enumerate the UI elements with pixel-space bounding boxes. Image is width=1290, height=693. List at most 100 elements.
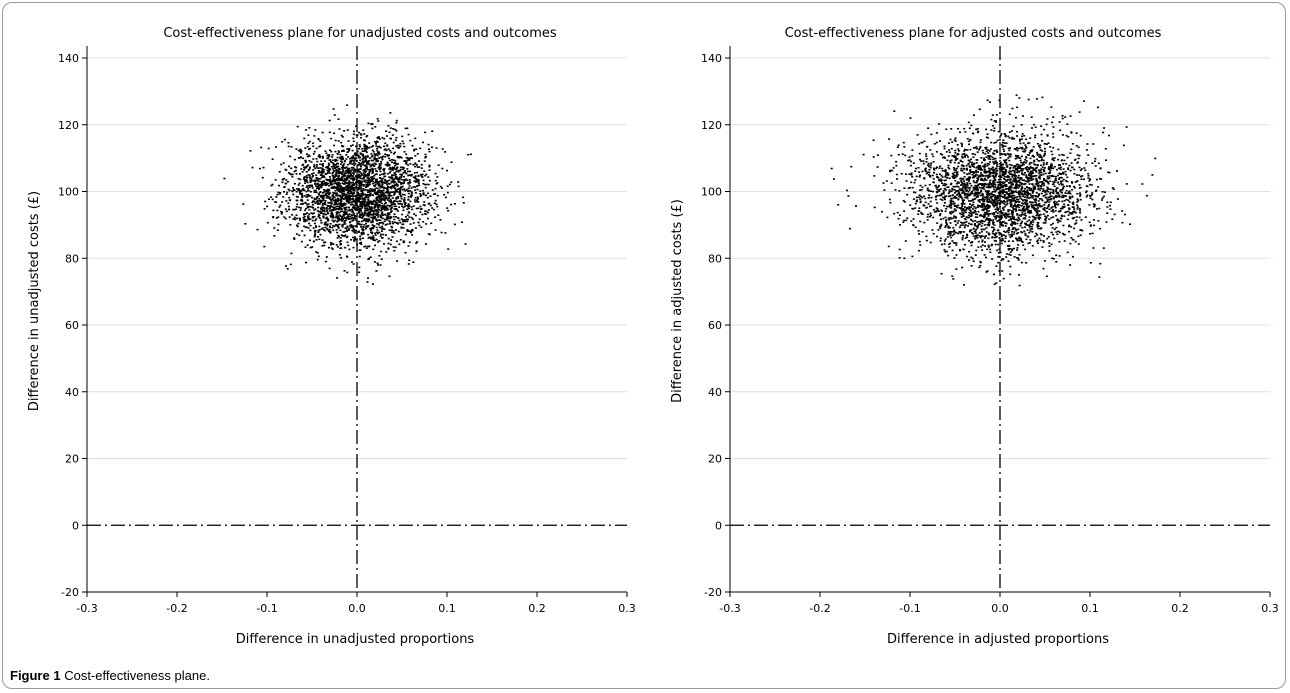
- scatter-point: [968, 143, 970, 146]
- scatter-point: [961, 184, 963, 186]
- scatter-point: [367, 174, 370, 176]
- scatter-point: [319, 233, 322, 236]
- scatter-point: [989, 218, 992, 220]
- scatter-point: [300, 240, 303, 243]
- scatter-point: [359, 185, 361, 187]
- scatter-point: [1025, 200, 1028, 203]
- scatter-point: [1012, 227, 1015, 229]
- y-tick-label: 0: [72, 519, 79, 532]
- scatter-point: [351, 166, 354, 169]
- scatter-point: [378, 205, 381, 208]
- scatter-point: [425, 210, 428, 213]
- scatter-point: [953, 231, 956, 233]
- scatter-point: [332, 168, 335, 170]
- scatter-point: [947, 227, 950, 229]
- scatter-point: [1026, 192, 1029, 195]
- scatter-point: [984, 175, 987, 177]
- scatter-point: [329, 180, 332, 183]
- scatter-point: [990, 192, 993, 194]
- scatter-point: [1021, 220, 1024, 223]
- scatter-point: [295, 190, 298, 193]
- scatter-point: [1075, 132, 1078, 134]
- scatter-point: [345, 236, 348, 239]
- scatter-point: [439, 219, 442, 221]
- scatter-point: [336, 153, 339, 155]
- scatter-point: [311, 213, 314, 215]
- scatter-point: [402, 227, 405, 229]
- scatter-point: [337, 208, 340, 211]
- scatter-point: [928, 194, 931, 196]
- scatter-point: [287, 142, 290, 144]
- scatter-point: [352, 225, 355, 227]
- scatter-point: [1000, 164, 1002, 167]
- scatter-point: [1026, 189, 1029, 191]
- scatter-point: [1077, 235, 1080, 238]
- scatter-point: [280, 213, 283, 215]
- scatter-point: [307, 194, 310, 196]
- scatter-point: [888, 198, 891, 201]
- scatter-point: [386, 223, 389, 225]
- scatter-point: [307, 134, 310, 136]
- scatter-point: [342, 214, 345, 216]
- scatter-point: [403, 194, 406, 196]
- scatter-point: [391, 221, 394, 223]
- scatter-point: [375, 170, 378, 173]
- scatter-point: [366, 204, 369, 207]
- scatter-point: [313, 235, 316, 238]
- scatter-point: [935, 207, 938, 209]
- scatter-point: [375, 204, 378, 207]
- scatter-point: [1066, 251, 1069, 254]
- scatter-point: [318, 211, 320, 213]
- scatter-point: [315, 147, 318, 150]
- scatter-point: [380, 160, 383, 163]
- scatter-point: [918, 171, 921, 173]
- scatter-point: [348, 248, 351, 251]
- scatter-point: [1021, 147, 1023, 150]
- scatter-point: [316, 252, 319, 254]
- scatter-point: [277, 223, 280, 226]
- scatter-point: [352, 140, 355, 143]
- scatter-point: [371, 201, 374, 204]
- scatter-point: [333, 144, 336, 147]
- scatter-point: [371, 149, 374, 152]
- scatter-point: [950, 236, 953, 239]
- scatter-point: [952, 242, 955, 244]
- scatter-point: [343, 130, 346, 132]
- scatter-point: [346, 256, 349, 258]
- scatter-point: [1023, 205, 1026, 208]
- scatter-point: [457, 185, 460, 188]
- scatter-point: [328, 170, 331, 172]
- scatter-point: [395, 170, 398, 172]
- scatter-point: [375, 210, 378, 212]
- scatter-point: [995, 172, 998, 175]
- scatter-point: [1043, 152, 1046, 155]
- scatter-point: [417, 198, 419, 200]
- scatter-point: [961, 153, 964, 155]
- scatter-point: [379, 204, 382, 207]
- scatter-point: [933, 169, 936, 171]
- scatter-point: [370, 227, 373, 229]
- scatter-point: [340, 172, 343, 175]
- scatter-point: [378, 189, 381, 191]
- scatter-point: [337, 118, 340, 120]
- scatter-point: [1046, 175, 1049, 178]
- scatter-point: [409, 162, 412, 165]
- scatter-point: [311, 201, 314, 204]
- scatter-point: [1001, 207, 1004, 210]
- scatter-point: [384, 153, 387, 156]
- scatter-point: [988, 154, 991, 157]
- scatter-point: [407, 203, 410, 205]
- scatter-point: [382, 189, 385, 192]
- scatter-point: [354, 237, 357, 240]
- scatter-point: [951, 275, 954, 277]
- scatter-point: [956, 185, 958, 188]
- scatter-point: [416, 188, 419, 191]
- scatter-point: [959, 249, 962, 252]
- scatter-point: [320, 182, 323, 185]
- scatter-point: [416, 241, 419, 243]
- scatter-point: [346, 217, 349, 219]
- scatter-point: [1074, 211, 1077, 214]
- scatter-point: [979, 261, 982, 264]
- scatter-point: [1053, 196, 1056, 198]
- scatter-point: [316, 258, 319, 261]
